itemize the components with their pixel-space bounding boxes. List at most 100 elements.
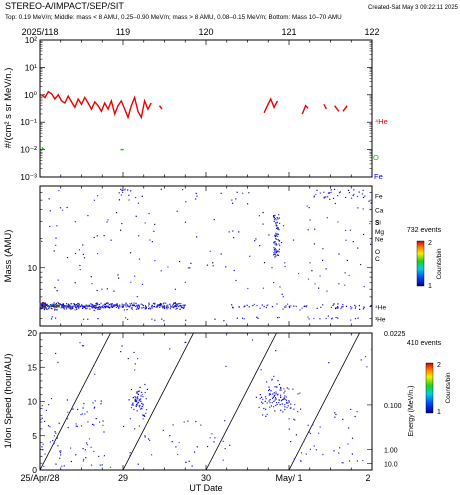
bot-point — [275, 391, 277, 393]
mid-point — [170, 306, 172, 308]
mid-point — [141, 283, 144, 285]
mid-point — [93, 305, 96, 307]
mid-point — [262, 212, 264, 214]
mid-point — [141, 195, 143, 197]
mid-point — [43, 307, 45, 309]
bot-point — [268, 393, 271, 395]
bot-point — [132, 397, 134, 399]
mid-point — [209, 250, 211, 252]
bot-point — [102, 424, 104, 426]
bot-point — [139, 386, 141, 388]
mid-point — [275, 242, 277, 244]
mid-point — [288, 305, 290, 307]
bot-point — [222, 440, 224, 442]
bot-point — [305, 453, 307, 455]
bot-point — [229, 444, 231, 446]
mid-point — [276, 222, 278, 224]
mid-point — [156, 305, 158, 307]
bot-point — [93, 450, 95, 452]
mid-point — [165, 307, 167, 309]
bot-point — [141, 393, 143, 396]
bot-point — [141, 405, 143, 408]
bot-point — [178, 441, 180, 444]
mid-point — [327, 196, 329, 198]
bot-point — [145, 412, 147, 414]
mid-point — [262, 287, 264, 289]
mid-point — [117, 274, 119, 276]
bot-point — [273, 395, 275, 397]
mid-point — [345, 239, 347, 241]
mid-point — [81, 305, 83, 307]
bot-point — [136, 403, 138, 406]
mid-point — [68, 305, 70, 307]
mid-point — [196, 236, 198, 238]
mid-point — [61, 306, 63, 308]
bot-point — [295, 434, 297, 436]
mid-point — [79, 264, 81, 267]
bot-point — [172, 424, 174, 426]
mid-point — [213, 218, 215, 221]
mid-point — [131, 308, 133, 310]
bot-point — [278, 402, 280, 404]
bot-point — [123, 425, 125, 428]
mid-point — [82, 306, 84, 308]
mid-point — [271, 267, 273, 269]
mid-point — [137, 307, 139, 309]
mid-point — [45, 307, 47, 309]
mid-point — [53, 250, 55, 252]
mid-point — [41, 305, 44, 307]
mid-point — [285, 305, 287, 307]
bot-point — [262, 398, 264, 401]
mid-point — [97, 308, 99, 310]
mid-point — [144, 305, 147, 307]
bot-point — [142, 404, 144, 406]
bot-point — [171, 441, 173, 443]
mid-point — [267, 304, 269, 306]
bot-point — [284, 406, 286, 408]
mid-point — [309, 262, 311, 264]
mid-point — [136, 296, 138, 298]
mid-point — [308, 207, 310, 209]
mid-point — [183, 306, 185, 308]
mid-point — [104, 303, 106, 305]
mid-point — [67, 304, 69, 306]
bot-point — [59, 452, 62, 454]
mid-point — [145, 307, 147, 310]
bot-point — [272, 393, 274, 395]
mid-point — [307, 278, 310, 280]
mid-point — [41, 302, 43, 304]
bot-point — [265, 398, 267, 400]
mid-point — [125, 304, 127, 306]
mid-point — [306, 205, 308, 207]
mid-point — [63, 308, 65, 310]
mid-point — [77, 303, 79, 305]
mid-point — [159, 306, 161, 308]
bot-point — [138, 405, 140, 407]
bot-point — [360, 359, 362, 361]
mid-point — [276, 227, 278, 229]
mid-point — [167, 266, 169, 268]
mid-point — [273, 215, 275, 217]
mid-point — [301, 307, 303, 309]
mid-point — [190, 262, 192, 264]
mid-point — [354, 307, 356, 309]
bot-point — [255, 396, 257, 398]
bot-point — [44, 420, 46, 422]
bot-point — [70, 460, 72, 463]
bot-point — [273, 375, 275, 377]
bot-point — [151, 454, 153, 456]
bot-point — [52, 440, 54, 442]
mid-point — [363, 307, 365, 309]
bot-point — [144, 391, 146, 394]
mid-point — [40, 304, 42, 306]
mid-point — [214, 318, 216, 320]
mid-point — [69, 307, 71, 310]
bot-point — [268, 389, 270, 392]
bot-point — [309, 448, 311, 450]
mid-point — [79, 306, 81, 308]
bot-point — [57, 445, 59, 447]
bot-point — [275, 350, 277, 352]
bot-point — [342, 418, 344, 420]
mid-point — [88, 305, 90, 307]
mid-point — [52, 303, 54, 305]
